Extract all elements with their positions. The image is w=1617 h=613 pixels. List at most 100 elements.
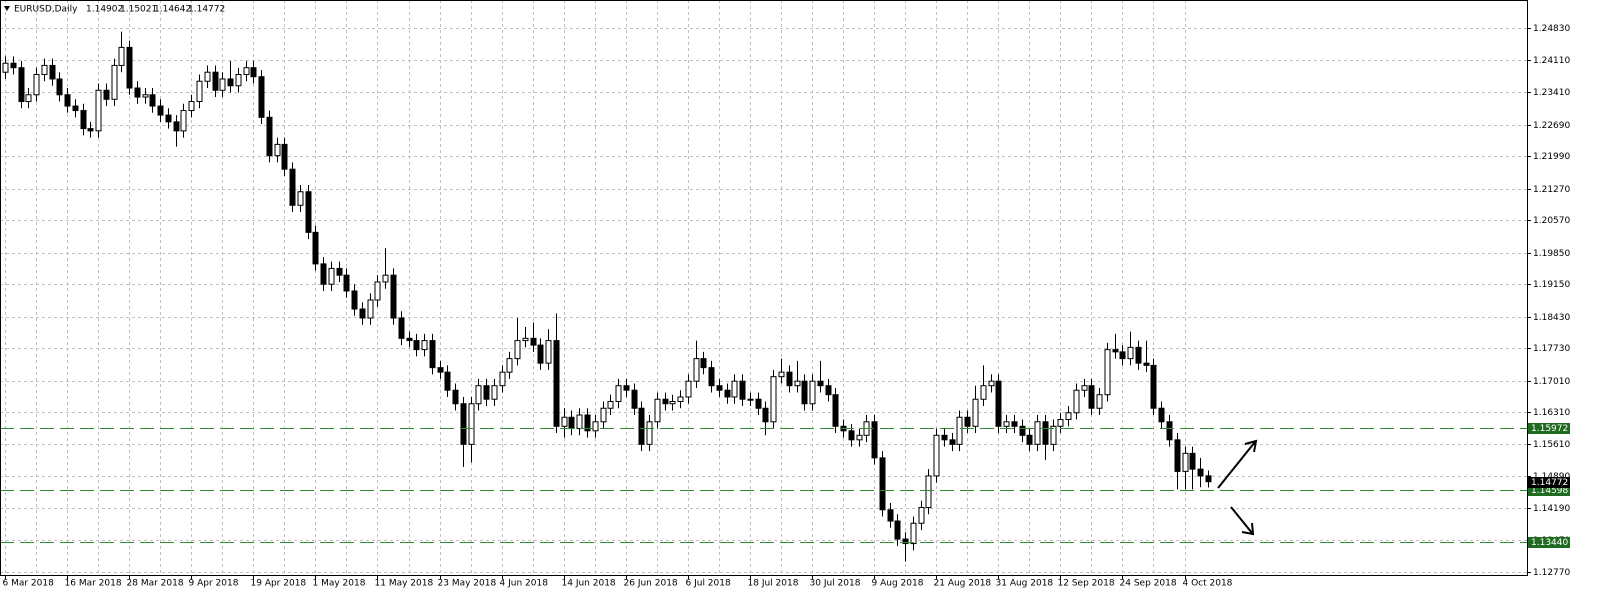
menu-triangle[interactable] (4, 6, 10, 11)
candle-body (382, 274, 389, 283)
candle-body (669, 400, 676, 405)
candle-body (219, 78, 226, 91)
candle-body (747, 398, 754, 401)
candle-body (297, 191, 304, 206)
candle-body (367, 299, 374, 319)
candle-body (10, 62, 17, 69)
y-tick-label: 1.17730 (1533, 344, 1570, 354)
candle-body (188, 101, 195, 112)
candle-body (180, 110, 187, 132)
candle-body (134, 87, 141, 98)
candle-body (305, 191, 312, 233)
candle-body (491, 385, 498, 400)
candle-body (118, 46, 125, 66)
candle-body (1019, 425, 1026, 436)
candle-body (592, 421, 599, 432)
candle-body (56, 78, 63, 96)
candle-body (1026, 434, 1033, 445)
candle-body (359, 308, 366, 319)
candle-body (832, 394, 839, 427)
candle-body (794, 380, 801, 387)
candle-body (887, 509, 894, 522)
candle-body (173, 121, 180, 132)
candle-body (250, 67, 257, 78)
candle-body (336, 267, 343, 276)
candle-body (87, 128, 94, 132)
x-tick-label: 6 Mar 2018 (3, 579, 55, 589)
candle-body (499, 371, 506, 387)
x-tick-label: 24 Sep 2018 (1120, 579, 1177, 589)
candle-body (786, 371, 793, 387)
candle-body (995, 380, 1002, 427)
candle-body (576, 414, 583, 430)
candle-body (460, 403, 467, 445)
candle-body (72, 105, 79, 112)
x-tick-label: 6 Jul 2018 (686, 579, 731, 589)
candle-body (398, 317, 405, 339)
x-tick-label: 18 Jul 2018 (748, 579, 799, 589)
candle-body (351, 290, 358, 310)
x-tick-label: 14 Jun 2018 (562, 579, 616, 589)
candle-body (80, 110, 87, 130)
candle-body (1065, 412, 1072, 421)
y-tick-label: 1.24830 (1533, 24, 1570, 34)
candle-body (770, 376, 777, 423)
candle-body (41, 64, 48, 75)
candle-body (988, 380, 995, 387)
candle-body (716, 385, 723, 391)
candle-body (1135, 346, 1142, 364)
price-label-box (1528, 477, 1570, 488)
candle-body (902, 538, 909, 545)
candles (2, 31, 1212, 562)
candle-body (126, 46, 133, 89)
candle-body (18, 67, 25, 103)
candle-body (103, 89, 110, 100)
candle-body (149, 94, 156, 107)
candle-body (452, 389, 459, 405)
candle-body (243, 67, 250, 75)
candle-body (227, 78, 234, 87)
candle-body (1166, 421, 1173, 441)
y-tick-label: 1.19150 (1533, 280, 1570, 290)
candle-body (708, 367, 715, 387)
candle-body (343, 274, 350, 292)
y-tick-label: 1.21270 (1533, 185, 1570, 195)
candle-body (1088, 385, 1095, 409)
candle-body (204, 71, 211, 82)
y-tick-label: 1.21990 (1533, 152, 1570, 162)
candle-body (778, 371, 785, 378)
candle-body (33, 73, 40, 96)
candle-body (374, 281, 381, 301)
candle-body (956, 416, 963, 445)
candle-body (879, 457, 886, 511)
candle-body (600, 407, 607, 423)
candle-body (871, 421, 878, 459)
candle-body (444, 371, 451, 391)
axes: 1.24830 1.24110 1.23410 1.22690 1.21990 1.212… (3, 24, 1571, 589)
y-tick-label: 1.12770 (1533, 568, 1570, 578)
candle-body (1127, 346, 1134, 360)
candle-body (49, 64, 56, 80)
candle-body (390, 274, 397, 319)
candle-body (1205, 475, 1212, 483)
x-tick-label: 9 Apr 2018 (189, 579, 239, 589)
candle-body (856, 434, 863, 441)
candle-body (212, 71, 219, 91)
candle-body (731, 380, 738, 398)
y-tick-label: 1.14190 (1533, 504, 1570, 514)
chart-title: EURUSD,Daily (14, 5, 78, 15)
candle-body (739, 380, 746, 400)
candle-body (910, 522, 917, 545)
candle-body (1003, 421, 1010, 427)
candle-body (274, 143, 281, 157)
header-open: 1.14902 (86, 5, 123, 15)
candle-body (1034, 421, 1041, 445)
candle-body (537, 344, 544, 364)
candle-body (607, 400, 614, 409)
levels (0, 428, 1527, 543)
y-tick-label: 1.15610 (1533, 440, 1570, 450)
candle-body (894, 520, 901, 540)
candle-body (848, 430, 855, 441)
